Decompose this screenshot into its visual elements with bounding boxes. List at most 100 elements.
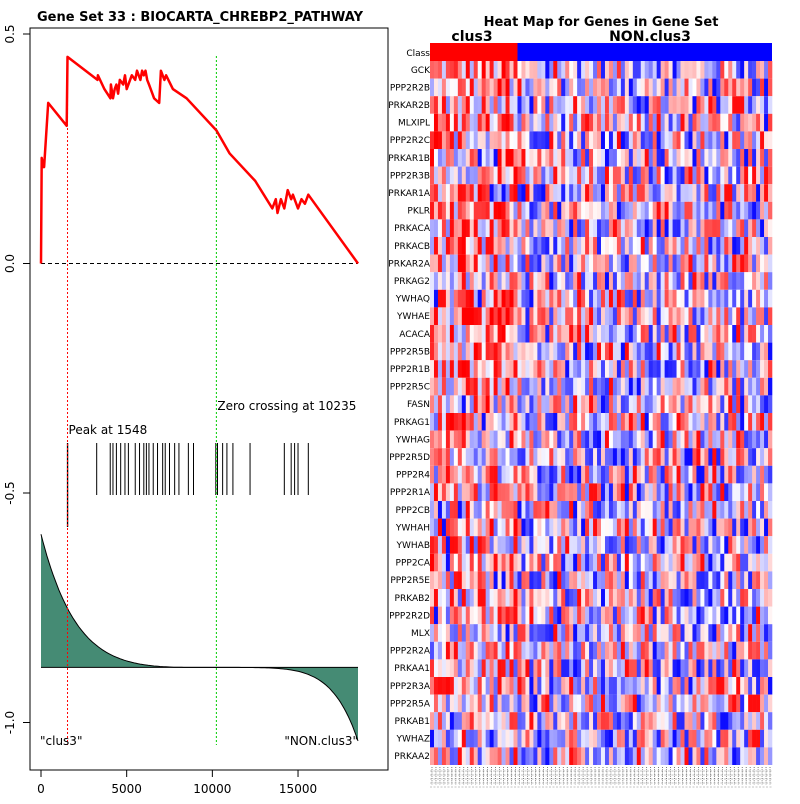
heat-cell xyxy=(636,465,642,484)
heat-cell xyxy=(521,448,526,466)
heat-cell xyxy=(437,307,443,325)
heat-cell xyxy=(577,712,582,730)
heat-cell xyxy=(708,272,713,290)
heat-cell xyxy=(644,712,650,730)
heat-cell xyxy=(684,342,689,361)
heat-cell xyxy=(720,729,725,748)
heat-cell xyxy=(481,254,486,273)
heat-cell xyxy=(449,501,455,519)
heat-cell xyxy=(561,149,566,167)
heat-cell xyxy=(557,78,562,97)
heat-cell xyxy=(557,747,562,765)
heat-cell xyxy=(756,219,761,237)
heat-cell xyxy=(704,712,709,730)
heat-cell xyxy=(541,289,546,308)
heat-cell xyxy=(700,289,705,308)
heat-cell xyxy=(656,395,661,413)
heat-cell xyxy=(700,78,705,97)
heat-cell xyxy=(700,149,705,167)
heat-cell xyxy=(628,254,634,273)
heat-cell xyxy=(493,254,498,273)
heat-cell xyxy=(553,694,558,713)
heat-cell xyxy=(672,430,677,449)
heat-cell xyxy=(437,483,443,501)
heat-cell xyxy=(597,747,602,765)
heat-cell xyxy=(489,325,494,343)
heat-cell xyxy=(660,131,665,149)
heat-cell xyxy=(481,360,486,378)
heat-cell xyxy=(668,729,673,748)
heat-cell xyxy=(573,113,578,132)
heat-cell xyxy=(640,641,646,660)
heat-cell xyxy=(700,624,705,642)
heat-cell xyxy=(632,131,638,149)
heat-cell xyxy=(732,677,737,695)
heat-cell xyxy=(632,360,638,378)
heat-cell xyxy=(732,395,737,413)
heat-cell xyxy=(549,430,554,449)
heat-cell xyxy=(620,624,626,642)
heat-cell xyxy=(712,78,717,97)
heat-cell xyxy=(632,325,638,343)
heat-cell xyxy=(740,166,745,185)
heat-cell xyxy=(589,465,594,484)
heat-cell xyxy=(433,536,439,554)
heat-cell xyxy=(624,536,630,554)
heat-cell xyxy=(752,237,757,255)
heat-cell xyxy=(537,113,542,132)
heat-cell xyxy=(672,483,677,501)
heat-cell xyxy=(497,395,502,413)
heat-cell xyxy=(680,395,685,413)
heat-cell xyxy=(612,571,618,589)
heat-cell xyxy=(672,641,677,660)
heat-cell xyxy=(581,624,586,642)
heat-cell xyxy=(752,377,757,396)
heat-cell xyxy=(716,237,721,255)
heat-cell xyxy=(612,78,618,97)
heat-cell xyxy=(565,501,570,519)
heat-cell xyxy=(537,377,542,396)
heat-cell xyxy=(441,254,447,273)
heat-cell xyxy=(616,272,622,290)
heat-cell xyxy=(465,624,471,642)
heat-cell xyxy=(636,694,642,713)
heat-cell xyxy=(640,184,646,202)
heat-cell xyxy=(481,184,486,202)
heat-cell xyxy=(501,184,506,202)
gene-label: PPP2R5E xyxy=(390,576,430,586)
heat-cell xyxy=(461,589,467,607)
heat-cell xyxy=(465,219,471,237)
heat-cell xyxy=(656,166,661,185)
heat-cell xyxy=(664,413,669,431)
heat-cell xyxy=(493,694,498,713)
heat-cell xyxy=(473,201,479,220)
heat-cell xyxy=(668,536,673,554)
heat-cell xyxy=(529,96,534,114)
enrichment-score-line xyxy=(39,55,360,265)
heat-cell xyxy=(616,413,622,431)
heat-cell xyxy=(593,712,598,730)
heat-cell xyxy=(581,536,586,554)
heat-cell xyxy=(445,166,451,185)
heat-cell xyxy=(565,659,570,677)
heat-cell xyxy=(581,606,586,625)
heat-cell xyxy=(601,553,606,572)
heat-cell xyxy=(497,553,502,572)
heat-cell xyxy=(668,694,673,713)
heat-cell xyxy=(581,448,586,466)
heat-cell xyxy=(437,589,443,607)
heat-cell xyxy=(521,465,526,484)
heat-cell xyxy=(489,219,494,237)
heat-cell xyxy=(692,413,697,431)
heat-cell xyxy=(453,272,459,290)
heat-cell xyxy=(533,184,538,202)
heat-cell xyxy=(465,712,471,730)
heat-cell xyxy=(668,360,673,378)
heat-cell xyxy=(457,641,463,660)
heat-cell xyxy=(652,518,657,537)
heat-cell xyxy=(700,131,705,149)
heat-cell xyxy=(692,501,697,519)
heat-cell xyxy=(525,624,530,642)
heat-cell xyxy=(672,272,677,290)
heat-cell xyxy=(589,289,594,308)
